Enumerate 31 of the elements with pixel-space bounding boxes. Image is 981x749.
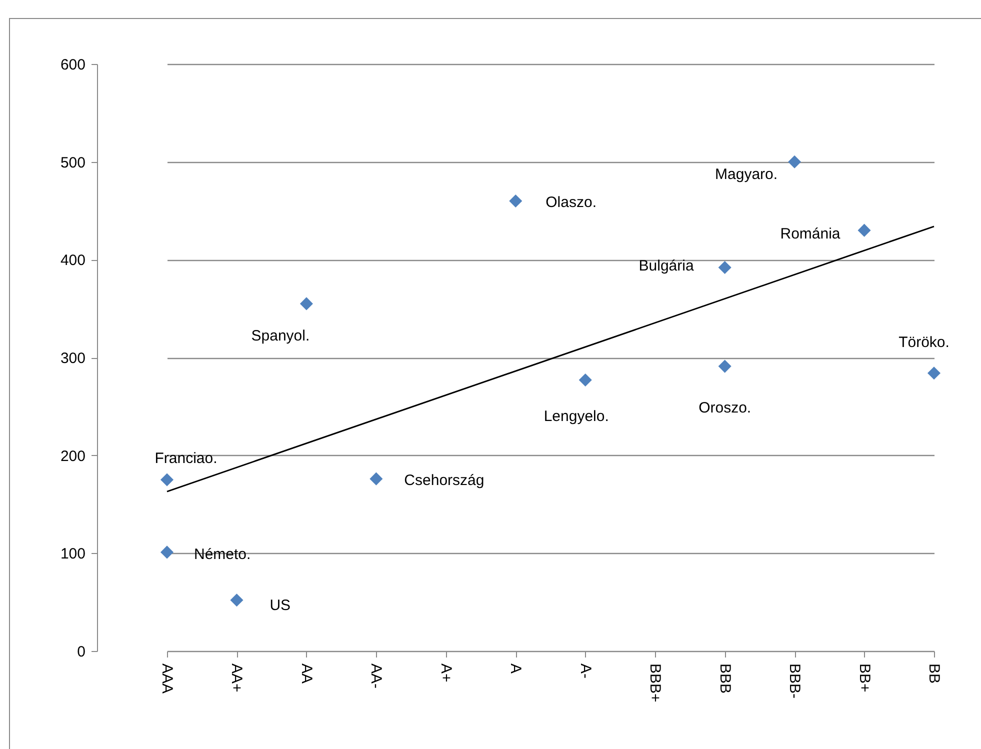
annotation: Spanyol. xyxy=(251,328,310,345)
annotation: Olaszo. xyxy=(546,194,596,211)
annotation: Magyaro. xyxy=(715,166,778,183)
annotation: Csehország xyxy=(404,472,484,489)
y-tick-label: 600 xyxy=(60,56,86,74)
y-tick-label: 400 xyxy=(60,252,86,270)
x-tick-label: A- xyxy=(576,664,594,679)
annotation: US xyxy=(270,597,291,614)
x-tick-label: BB xyxy=(926,664,942,684)
y-tick-label: 100 xyxy=(60,546,86,563)
y-tick-label: 500 xyxy=(60,154,86,172)
y-tick-label: 300 xyxy=(60,350,86,367)
x-tick-label: AA+ xyxy=(228,664,246,693)
annotation: Bulgária xyxy=(638,257,694,274)
annotation: Románia xyxy=(780,225,841,242)
annotation: Oroszo. xyxy=(698,399,752,416)
x-tick-label: BBB xyxy=(716,664,734,694)
y-tick-label: 0 xyxy=(77,644,86,660)
x-tick-label: BBB+ xyxy=(646,664,664,703)
x-tick-label: AA xyxy=(298,664,315,684)
x-tick-label: AAA xyxy=(158,664,176,694)
annotation: Lengyelo. xyxy=(544,408,609,425)
x-tick-label: AA- xyxy=(368,664,385,689)
annotation: Franciao. xyxy=(154,450,218,467)
annotation: Töröko. xyxy=(898,334,950,352)
x-tick-label: BB+ xyxy=(856,664,873,693)
x-tick-label: A+ xyxy=(437,664,454,683)
y-tick-label: 200 xyxy=(60,448,86,465)
x-tick-label: BBB- xyxy=(786,664,804,699)
x-tick-label: A xyxy=(507,664,524,674)
annotation: Németo. xyxy=(194,546,251,564)
